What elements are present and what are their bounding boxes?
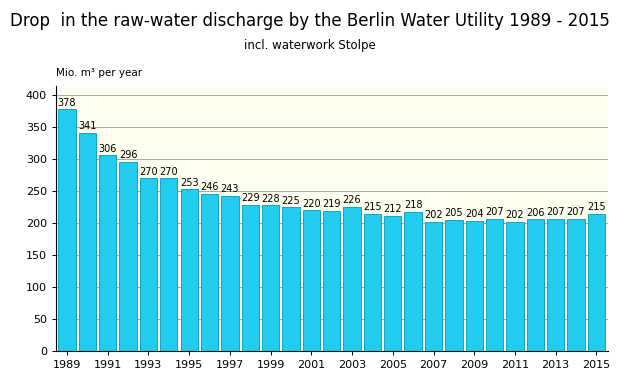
Text: 246: 246	[200, 182, 219, 192]
Bar	[180, 189, 198, 351]
Text: 218: 218	[404, 200, 422, 210]
Text: 253: 253	[180, 178, 198, 188]
Bar	[445, 220, 463, 351]
Bar	[343, 207, 361, 351]
Text: 226: 226	[343, 195, 361, 205]
Text: 202: 202	[424, 210, 443, 220]
Text: 207: 207	[546, 207, 565, 217]
Bar	[201, 194, 218, 351]
Text: incl. waterwork Stolpe: incl. waterwork Stolpe	[244, 39, 376, 52]
Bar	[140, 179, 157, 351]
Text: 270: 270	[159, 167, 178, 177]
Text: 270: 270	[139, 167, 157, 177]
Text: 205: 205	[445, 208, 463, 218]
Bar	[160, 179, 177, 351]
Bar	[262, 205, 279, 351]
Text: 204: 204	[465, 209, 484, 219]
Text: 215: 215	[587, 202, 606, 212]
Bar	[303, 211, 320, 351]
Bar	[567, 219, 585, 351]
Text: 296: 296	[119, 150, 138, 160]
Text: 229: 229	[241, 193, 260, 203]
Bar	[99, 156, 117, 351]
Bar	[79, 133, 96, 351]
Bar	[404, 212, 422, 351]
Text: 207: 207	[567, 207, 585, 217]
Bar	[588, 214, 605, 351]
Bar	[526, 219, 544, 351]
Text: 228: 228	[261, 194, 280, 204]
Text: 219: 219	[322, 199, 341, 209]
Text: 243: 243	[221, 184, 239, 194]
Text: 215: 215	[363, 202, 382, 212]
Bar	[425, 222, 442, 351]
Bar	[364, 214, 381, 351]
Text: 207: 207	[485, 207, 504, 217]
Text: 306: 306	[99, 144, 117, 154]
Text: 225: 225	[281, 196, 300, 206]
Bar	[466, 221, 483, 351]
Text: 378: 378	[58, 98, 76, 108]
Text: 212: 212	[384, 204, 402, 214]
Bar	[547, 219, 564, 351]
Bar	[242, 205, 259, 351]
Bar	[507, 222, 524, 351]
Text: Drop  in the raw-water discharge by the Berlin Water Utility 1989 - 2015: Drop in the raw-water discharge by the B…	[10, 12, 610, 30]
Text: 202: 202	[506, 210, 525, 220]
Bar	[384, 216, 401, 351]
Text: 220: 220	[302, 199, 321, 209]
Bar	[282, 207, 299, 351]
Text: 206: 206	[526, 208, 544, 218]
Bar	[486, 219, 503, 351]
Text: Mio. m³ per year: Mio. m³ per year	[56, 68, 142, 78]
Text: 341: 341	[78, 122, 97, 131]
Bar	[221, 196, 239, 351]
Bar	[58, 110, 76, 351]
Bar	[323, 211, 340, 351]
Bar	[120, 162, 137, 351]
